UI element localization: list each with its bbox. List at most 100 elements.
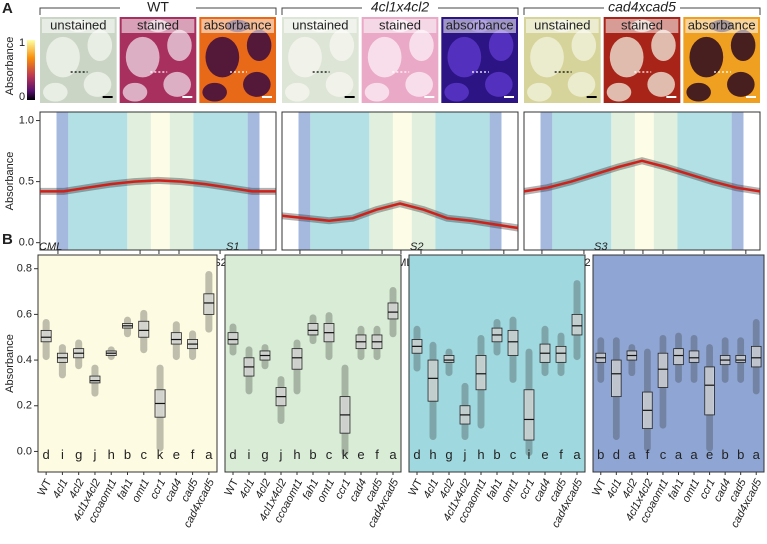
cell bbox=[167, 29, 192, 61]
x-tick-label: omt1 bbox=[130, 477, 152, 504]
cell bbox=[488, 29, 514, 61]
cell bbox=[447, 36, 482, 78]
group-letter: f bbox=[559, 447, 563, 462]
region bbox=[552, 112, 612, 250]
box bbox=[475, 355, 487, 391]
x-tick-label: 4cl1 bbox=[51, 477, 71, 500]
panel-label: B bbox=[2, 231, 13, 248]
cell bbox=[87, 29, 113, 61]
group-letter: b bbox=[309, 447, 316, 462]
group-letter: c bbox=[326, 447, 333, 462]
box bbox=[307, 323, 319, 336]
box bbox=[40, 329, 52, 343]
label-bg bbox=[443, 19, 516, 33]
colorbar-label: Absorbance bbox=[4, 37, 16, 96]
group-letter: c bbox=[510, 447, 517, 462]
region bbox=[392, 112, 412, 250]
group-letter: a bbox=[675, 447, 683, 462]
cell bbox=[409, 29, 434, 61]
cell bbox=[686, 82, 711, 102]
image-label: absorbance bbox=[688, 17, 756, 32]
y-tick-label: 0.0 bbox=[19, 237, 34, 249]
group-letter: h bbox=[477, 447, 484, 462]
box bbox=[735, 355, 746, 363]
cell bbox=[46, 36, 80, 78]
group-letter: e bbox=[541, 447, 548, 462]
region bbox=[731, 112, 744, 250]
group-letter: b bbox=[124, 447, 131, 462]
colorbar-top: 1 bbox=[19, 37, 25, 49]
cell bbox=[647, 71, 675, 97]
group-letter: j bbox=[279, 447, 283, 462]
y-tick-label: 0.8 bbox=[17, 263, 32, 275]
x-tick-label: omt1 bbox=[315, 477, 337, 504]
cell bbox=[606, 82, 632, 102]
group-letter: a bbox=[573, 447, 581, 462]
box bbox=[227, 332, 239, 345]
colorbar-bottom: 0 bbox=[19, 91, 25, 103]
image-label: stained bbox=[137, 17, 179, 32]
box bbox=[427, 359, 439, 402]
panel-title: S3 bbox=[594, 241, 608, 253]
group-letter: d bbox=[613, 447, 620, 462]
group-letter: h bbox=[108, 447, 115, 462]
group-letter: j bbox=[93, 447, 97, 462]
box bbox=[203, 293, 215, 315]
region bbox=[677, 112, 732, 250]
box bbox=[751, 345, 762, 368]
group-letter: k bbox=[342, 447, 349, 462]
region bbox=[540, 112, 553, 250]
box bbox=[657, 352, 669, 388]
group-letter: e bbox=[173, 447, 180, 462]
group-letter: e bbox=[357, 447, 364, 462]
group-title: cad4xcad5 bbox=[608, 0, 676, 15]
region bbox=[411, 112, 436, 250]
panel-title: CML bbox=[39, 241, 62, 253]
group-title: 4cl1x4cl2 bbox=[371, 0, 430, 15]
cell bbox=[730, 29, 756, 61]
group-letter: b bbox=[597, 447, 604, 462]
region bbox=[56, 112, 69, 250]
cell bbox=[609, 36, 644, 78]
cell bbox=[125, 36, 160, 78]
y-tick-label: 1.0 bbox=[19, 114, 34, 126]
x-tick-label: omt1 bbox=[499, 477, 521, 504]
box bbox=[138, 320, 150, 338]
image-label: absorbance bbox=[204, 17, 272, 32]
box bbox=[555, 345, 567, 363]
cell bbox=[202, 82, 227, 102]
cell bbox=[246, 29, 272, 61]
group-letter: a bbox=[389, 447, 397, 462]
box bbox=[673, 348, 684, 366]
group-letter: d bbox=[229, 447, 236, 462]
group-letter: d bbox=[413, 447, 420, 462]
cell bbox=[689, 36, 724, 78]
group-letter: a bbox=[690, 447, 698, 462]
group-letter: d bbox=[43, 447, 50, 462]
cell bbox=[205, 36, 240, 78]
region bbox=[310, 112, 370, 250]
group-letter: b bbox=[493, 447, 500, 462]
box bbox=[688, 350, 700, 363]
group-letter: b bbox=[737, 447, 744, 462]
box bbox=[704, 366, 715, 416]
plot-frame bbox=[523, 111, 761, 251]
mean-line bbox=[40, 179, 276, 193]
region bbox=[247, 112, 260, 250]
colorbar bbox=[27, 40, 35, 100]
group-letter: i bbox=[528, 447, 531, 462]
y-axis-label: Absorbance bbox=[4, 152, 16, 211]
group-letter: h bbox=[429, 447, 436, 462]
box bbox=[611, 359, 622, 398]
group-title: WT bbox=[147, 0, 169, 15]
group-letter: a bbox=[753, 447, 761, 462]
image-label: unstained bbox=[50, 17, 106, 32]
title-bg bbox=[362, 1, 438, 15]
mean-line bbox=[281, 202, 519, 230]
group-letter: f bbox=[646, 447, 650, 462]
group-letter: j bbox=[463, 447, 467, 462]
cell bbox=[288, 36, 322, 78]
cell bbox=[367, 36, 402, 78]
cell bbox=[364, 82, 390, 102]
